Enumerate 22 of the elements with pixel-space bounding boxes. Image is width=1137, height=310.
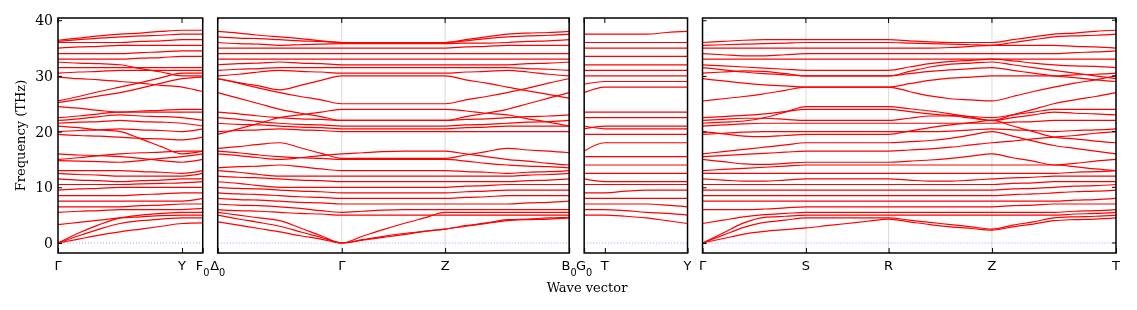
x-tick-label: Δ$_{0}$	[210, 258, 226, 278]
x-tick-label: T	[1111, 258, 1121, 273]
x-tick-label: Γ	[698, 258, 707, 273]
y-axis-title: Frequency (THz)	[13, 79, 28, 192]
y-tick-label: 10	[35, 179, 53, 196]
y-tick-label: 40	[35, 12, 53, 29]
y-tick-label: 30	[35, 67, 53, 84]
y-tick-label: 20	[35, 123, 53, 140]
x-tick-label: Y	[177, 258, 187, 273]
x-tick-label: G$_{0}$	[576, 258, 593, 278]
x-tick-label: Y	[682, 258, 692, 273]
x-tick-label: S	[801, 258, 811, 273]
x-axis-title: Wave vector	[546, 280, 629, 295]
x-tick-label: R	[884, 258, 894, 273]
y-tick-label: 0	[44, 234, 53, 251]
x-tick-label: B$_{0}$	[561, 258, 577, 278]
x-tick-label: Z	[440, 258, 450, 273]
x-tick-label: Γ	[338, 258, 347, 273]
x-tick-label: Z	[987, 258, 997, 273]
x-tick-label: T	[599, 258, 609, 273]
x-tick-label: F$_{0}$	[195, 258, 210, 278]
x-tick-label: Γ	[54, 258, 63, 273]
